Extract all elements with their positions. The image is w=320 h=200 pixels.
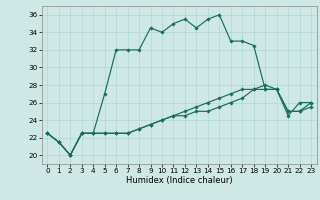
X-axis label: Humidex (Indice chaleur): Humidex (Indice chaleur)	[126, 176, 233, 185]
